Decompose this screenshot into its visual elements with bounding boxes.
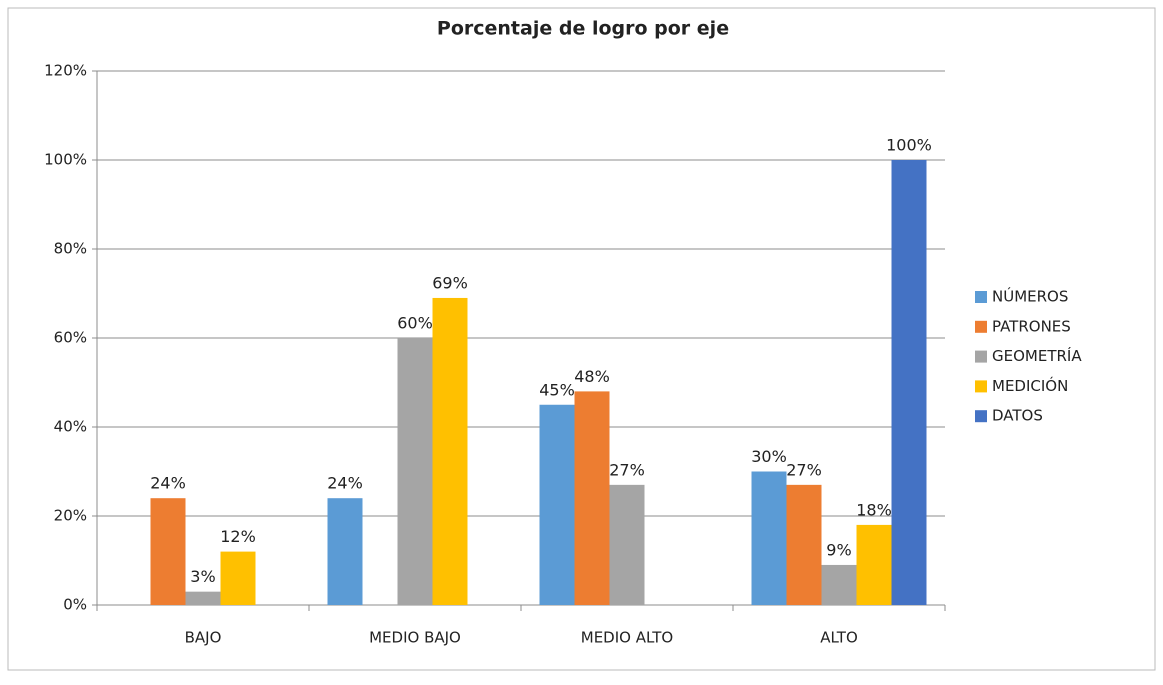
bar — [327, 498, 363, 605]
data-label: 48% — [574, 367, 610, 386]
legend-swatch — [975, 380, 987, 393]
bar — [609, 484, 645, 605]
data-label: 27% — [786, 460, 822, 479]
y-tick-label: 80% — [54, 240, 87, 258]
legend-swatch — [975, 291, 987, 303]
y-tick-label: 0% — [63, 596, 87, 614]
legend-swatch — [975, 410, 987, 423]
bar — [150, 498, 186, 605]
bar — [220, 551, 256, 605]
legend-label: DATOS — [992, 407, 1043, 425]
bar — [432, 297, 468, 605]
data-label: 60% — [397, 314, 433, 333]
legend-label: GEOMETRÍA — [992, 346, 1082, 365]
data-label: 24% — [150, 474, 186, 493]
bar — [185, 591, 221, 605]
data-label: 45% — [539, 380, 575, 399]
y-tick-label: 40% — [54, 418, 87, 436]
data-label: 27% — [609, 460, 645, 479]
data-label: 18% — [856, 500, 892, 519]
bar — [891, 160, 927, 605]
data-label: 100% — [886, 136, 932, 155]
data-label: 24% — [327, 474, 363, 493]
x-tick-label: MEDIO ALTO — [581, 629, 674, 647]
legend-label: NÚMEROS — [992, 287, 1068, 306]
y-tick-label: 20% — [54, 507, 87, 525]
chart-title: Porcentaje de logro por eje — [437, 18, 729, 40]
data-label: 3% — [190, 567, 215, 586]
bar — [574, 391, 610, 605]
data-label: 9% — [826, 540, 851, 559]
data-label: 69% — [432, 273, 468, 292]
x-tick-label: ALTO — [820, 629, 858, 647]
legend-swatch — [975, 350, 987, 363]
y-tick-label: 120% — [44, 62, 87, 80]
y-tick-label: 100% — [44, 151, 87, 169]
data-label: 30% — [751, 447, 787, 466]
legend-swatch — [975, 320, 987, 333]
data-label: 12% — [220, 527, 256, 546]
x-tick-label: MEDIO BAJO — [369, 629, 461, 647]
bar — [539, 404, 575, 605]
bar — [397, 338, 433, 605]
legend-label: PATRONES — [992, 317, 1071, 335]
bar — [786, 484, 822, 605]
bar — [821, 564, 857, 605]
bar — [751, 471, 787, 605]
legend-label: MEDICIÓN — [992, 376, 1068, 395]
bar — [856, 524, 892, 605]
y-tick-label: 60% — [54, 329, 87, 347]
x-tick-label: BAJO — [185, 629, 222, 647]
